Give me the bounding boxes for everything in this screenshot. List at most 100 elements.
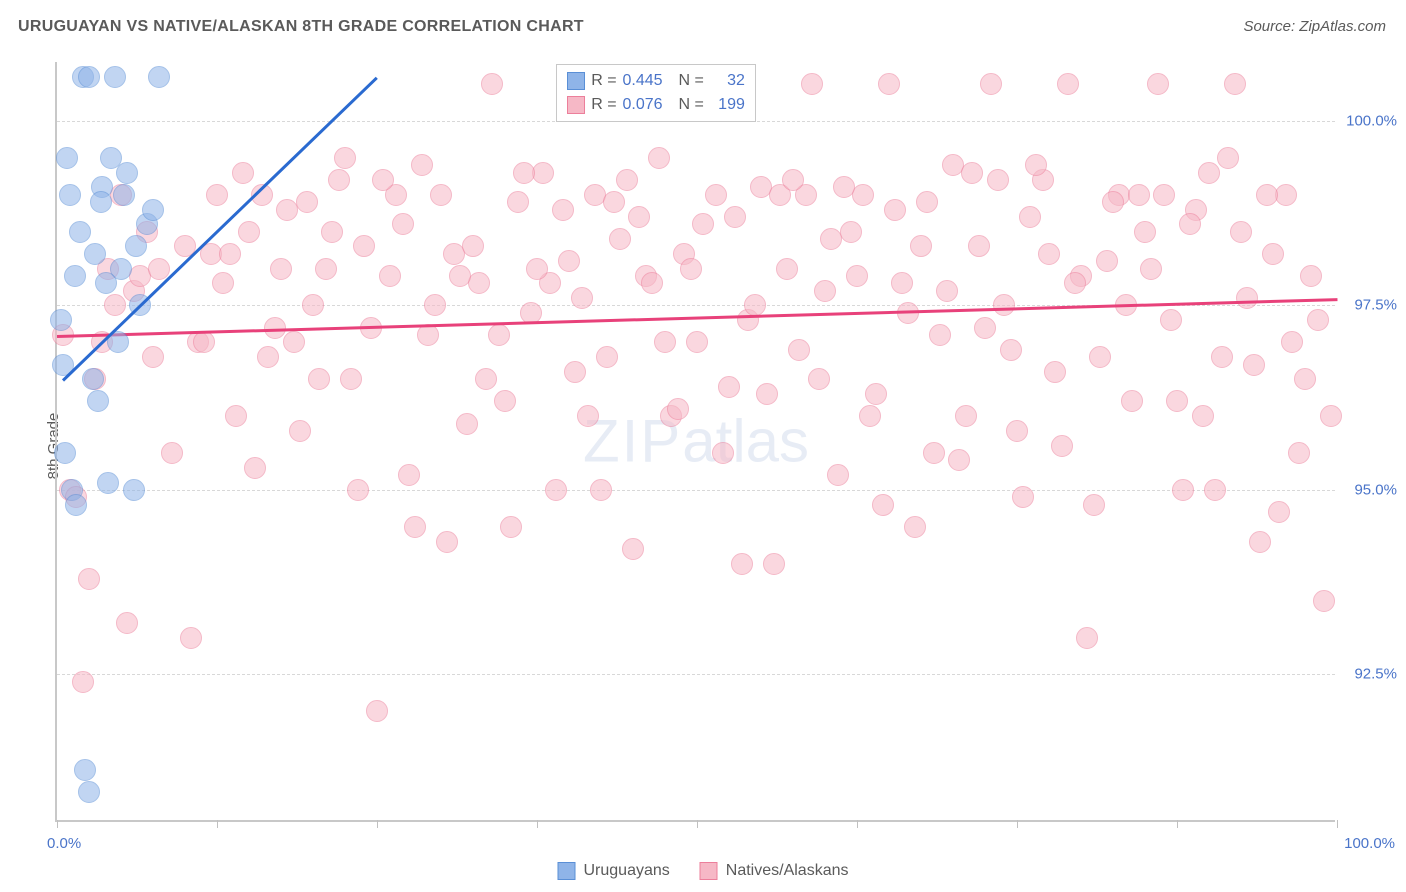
scatter-point-natives (1204, 479, 1226, 501)
scatter-point-natives (1192, 405, 1214, 427)
r-value: 0.445 (623, 69, 673, 93)
scatter-point-natives (872, 494, 894, 516)
scatter-point-natives (961, 162, 983, 184)
swatch-natives (700, 862, 718, 880)
scatter-point-natives (1057, 73, 1079, 95)
swatch-uruguayans (567, 72, 585, 90)
scatter-point-uruguayans (97, 472, 119, 494)
scatter-point-natives (78, 568, 100, 590)
scatter-point-natives (910, 235, 932, 257)
scatter-point-uruguayans (95, 272, 117, 294)
scatter-point-natives (712, 442, 734, 464)
n-value: 199 (710, 93, 745, 117)
scatter-point-natives (366, 700, 388, 722)
scatter-point-natives (667, 398, 689, 420)
scatter-point-natives (1044, 361, 1066, 383)
scatter-point-natives (212, 272, 234, 294)
scatter-point-natives (776, 258, 798, 280)
scatter-point-natives (756, 383, 778, 405)
scatter-point-natives (1000, 339, 1022, 361)
scatter-point-natives (782, 169, 804, 191)
scatter-point-natives (347, 479, 369, 501)
scatter-point-natives (142, 346, 164, 368)
scatter-point-natives (1281, 331, 1303, 353)
scatter-point-natives (609, 228, 631, 250)
scatter-point-natives (616, 169, 638, 191)
scatter-point-uruguayans (54, 442, 76, 464)
scatter-point-natives (552, 199, 574, 221)
scatter-point-natives (545, 479, 567, 501)
scatter-point-natives (1076, 627, 1098, 649)
scatter-point-natives (353, 235, 375, 257)
scatter-point-natives (788, 339, 810, 361)
scatter-point-uruguayans (69, 221, 91, 243)
n-label: N = (679, 93, 704, 117)
scatter-point-natives (840, 221, 862, 243)
scatter-point-natives (686, 331, 708, 353)
scatter-point-uruguayans (59, 184, 81, 206)
scatter-point-natives (1179, 213, 1201, 235)
swatch-natives (567, 96, 585, 114)
scatter-point-natives (680, 258, 702, 280)
scatter-point-uruguayans (78, 66, 100, 88)
scatter-point-natives (116, 612, 138, 634)
scatter-point-natives (302, 294, 324, 316)
scatter-point-natives (1006, 420, 1028, 442)
scatter-point-natives (308, 368, 330, 390)
scatter-point-natives (398, 464, 420, 486)
scatter-point-natives (494, 390, 516, 412)
scatter-point-natives (564, 361, 586, 383)
scatter-point-natives (724, 206, 746, 228)
scatter-point-uruguayans (104, 66, 126, 88)
scatter-point-natives (462, 235, 484, 257)
scatter-point-natives (692, 213, 714, 235)
scatter-point-natives (744, 294, 766, 316)
scatter-point-natives (1198, 162, 1220, 184)
bottom-legend: Uruguayans Natives/Alaskans (558, 862, 849, 880)
scatter-point-natives (1140, 258, 1162, 280)
scatter-point-natives (244, 457, 266, 479)
scatter-point-natives (334, 147, 356, 169)
scatter-point-natives (1128, 184, 1150, 206)
x-tick (857, 820, 858, 828)
scatter-point-natives (475, 368, 497, 390)
watermark: ZIPatlas (583, 407, 809, 476)
scatter-point-natives (449, 265, 471, 287)
scatter-point-uruguayans (142, 199, 164, 221)
scatter-point-uruguayans (90, 191, 112, 213)
scatter-point-uruguayans (64, 265, 86, 287)
scatter-point-natives (1256, 184, 1278, 206)
scatter-point-natives (507, 191, 529, 213)
scatter-point-natives (206, 184, 228, 206)
scatter-point-natives (980, 73, 1002, 95)
y-tick-label: 92.5% (1354, 666, 1397, 683)
scatter-point-uruguayans (125, 235, 147, 257)
scatter-point-natives (513, 162, 535, 184)
y-tick-label: 95.0% (1354, 481, 1397, 498)
scatter-point-natives (392, 213, 414, 235)
scatter-point-natives (1313, 590, 1335, 612)
plot-area: ZIPatlas 92.5%95.0%97.5%100.0%0.0%100.0%… (55, 62, 1335, 822)
scatter-point-natives (948, 449, 970, 471)
legend-item-uruguayans: Uruguayans (558, 862, 670, 880)
scatter-point-natives (596, 346, 618, 368)
scatter-point-natives (833, 176, 855, 198)
stats-row-uruguayans: R =0.445N =32 (567, 69, 745, 93)
scatter-point-natives (654, 331, 676, 353)
scatter-point-natives (1300, 265, 1322, 287)
scatter-point-natives (257, 346, 279, 368)
scatter-point-natives (1160, 309, 1182, 331)
scatter-point-natives (571, 287, 593, 309)
scatter-point-natives (411, 154, 433, 176)
x-tick (1177, 820, 1178, 828)
scatter-point-natives (929, 324, 951, 346)
scatter-point-natives (1102, 191, 1124, 213)
scatter-point-natives (1147, 73, 1169, 95)
scatter-point-natives (488, 324, 510, 346)
y-tick-label: 97.5% (1354, 297, 1397, 314)
x-tick (217, 820, 218, 828)
scatter-point-natives (1064, 272, 1086, 294)
scatter-point-natives (1236, 287, 1258, 309)
legend-label-natives: Natives/Alaskans (726, 862, 849, 880)
scatter-point-natives (993, 294, 1015, 316)
